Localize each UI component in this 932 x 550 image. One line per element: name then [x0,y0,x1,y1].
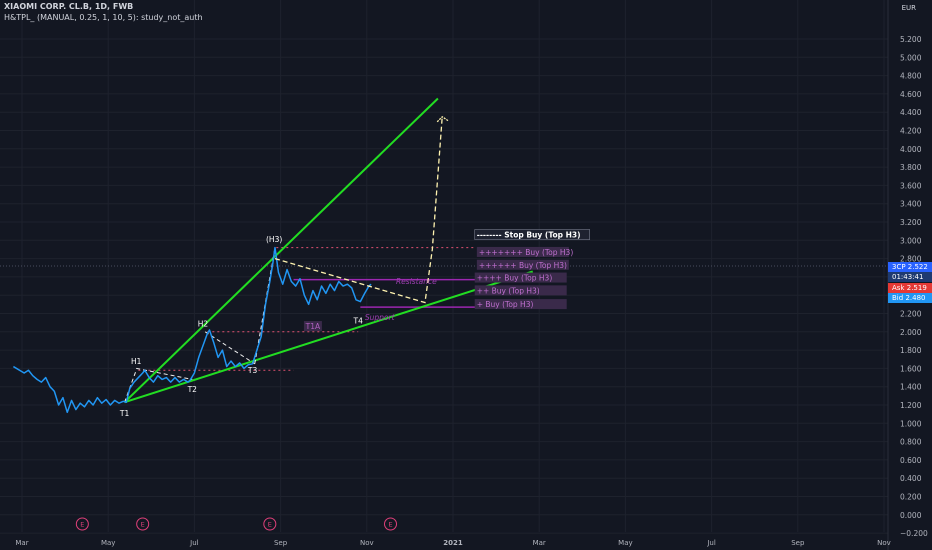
symbol-title[interactable]: XIAOMI CORP. CL.B, 1D, FWB [4,2,134,11]
pattern-leg [204,331,256,365]
y-tick-label: 3.800 [900,163,922,172]
time-axis: Mar May Jul Sep Nov 2021 Mar May Jul Sep Nov [15,539,890,547]
chart-grid [0,0,889,550]
trend-line [124,270,534,404]
annotation-label: T2 [187,385,198,394]
y-tick-label: 4.600 [900,90,922,99]
projection-arrowhead [436,115,449,123]
earnings-marker-label: E [141,521,145,529]
countdown-tag: 01:43:41 [888,272,932,282]
annotation-label: T1 [119,409,130,418]
level-label-box [476,246,569,257]
level-label: ++ Buy (Top H3) [477,286,540,295]
y-tick-label: 0.600 [900,456,922,465]
bid-tag: Bid 2.480 [888,293,932,303]
level-label: ++++++ Buy (Top H3) [479,261,567,270]
last-price-label: 3CP [892,263,906,271]
y-tick-label: 0.200 [900,493,922,502]
annotation-label: (H3) [266,235,282,244]
x-tick-label: Nov [360,539,374,547]
level-label: ++++ Buy (Top H3) [477,274,553,283]
x-tick-label: May [618,539,632,547]
level-label: -------- Stop Buy (Top H3) [477,231,581,240]
earnings-marker-label: E [80,521,84,529]
y-tick-label: 1.400 [900,383,922,392]
ask-value: 2.519 [906,284,927,292]
annotation-label: T1A [305,322,321,331]
y-tick-label: 1.800 [900,346,922,355]
y-tick-label: 2.200 [900,310,922,319]
price-series-line [12,246,372,414]
earnings-marker-icon [75,517,89,531]
x-tick-label: Nov [877,539,891,547]
y-tick-label: 5.000 [900,53,922,62]
y-tick-label: 4.400 [900,108,922,117]
y-tick-label: 3.400 [900,200,922,209]
currency-label: EUR [901,4,916,12]
level-label: + Buy (Top H3) [477,300,534,309]
level-label-box [474,229,590,240]
bid-label: Bid [892,294,904,302]
x-tick-label: Mar [533,539,546,547]
last-price-value: 2.522 [907,263,928,271]
chart-labels: H1 H2 (H3) T1 T2 T3 T4 T1A Resistance Support ----… [75,229,590,531]
y-tick-label: −0.200 [900,529,928,538]
projection-line [274,116,443,304]
y-tick-label: 0.800 [900,438,922,447]
chart-marks [12,97,534,414]
y-tick-label: 3.600 [900,181,922,190]
y-tick-label: 4.800 [900,72,922,81]
level-label-box [474,272,567,283]
x-tick-label: Jul [189,539,199,547]
y-tick-label: 1.000 [900,419,922,428]
x-tick-label: May [101,539,115,547]
x-tick-label: 2021 [443,539,463,547]
level-label-box [476,259,569,270]
y-tick-label: 1.200 [900,401,922,410]
annotation-label: T4 [353,317,364,326]
level-label-box [474,299,567,310]
annotation-label: H1 [131,357,142,366]
annotation-label: Support [365,313,396,322]
x-tick-label: Sep [791,539,805,547]
x-tick-label: Mar [15,539,28,547]
y-tick-label: 3.000 [900,236,922,245]
y-tick-label: 3.200 [900,218,922,227]
study-title[interactable]: H&TPL_ (MANUAL, 0.25, 1, 10, 5): study_n… [4,13,203,22]
y-tick-label: 5.200 [900,35,922,44]
level-label: +++++++ Buy (Top H3) [479,248,573,257]
annotation-label: H2 [198,319,209,328]
y-tick-label: 2.800 [900,255,922,264]
trend-line [123,97,439,403]
ask-tag: Ask 2.519 [888,283,932,293]
y-tick-label: 0.000 [900,511,922,520]
earnings-marker-label: E [388,521,392,529]
y-tick-label: 2.000 [900,328,922,337]
annotation-label: T3 [247,366,258,375]
earnings-marker-label: E [268,521,272,529]
earnings-marker-icon [384,517,398,531]
y-tick-label: 0.400 [900,474,922,483]
annotation-label: Resistance [396,277,437,286]
level-label-box [474,285,567,296]
last-price-tag: 3CP 2.522 [888,262,932,272]
earnings-marker-icon [136,517,150,531]
earnings-marker-icon [263,517,277,531]
ask-label: Ask [892,284,905,292]
y-tick-label: 4.000 [900,145,922,154]
y-tick-label: 4.200 [900,127,922,136]
annotation-box [303,321,322,332]
bid-value: 2.480 [905,294,926,302]
x-tick-label: Sep [274,539,288,547]
x-tick-label: Jul [706,539,716,547]
y-tick-label: 1.600 [900,364,922,373]
